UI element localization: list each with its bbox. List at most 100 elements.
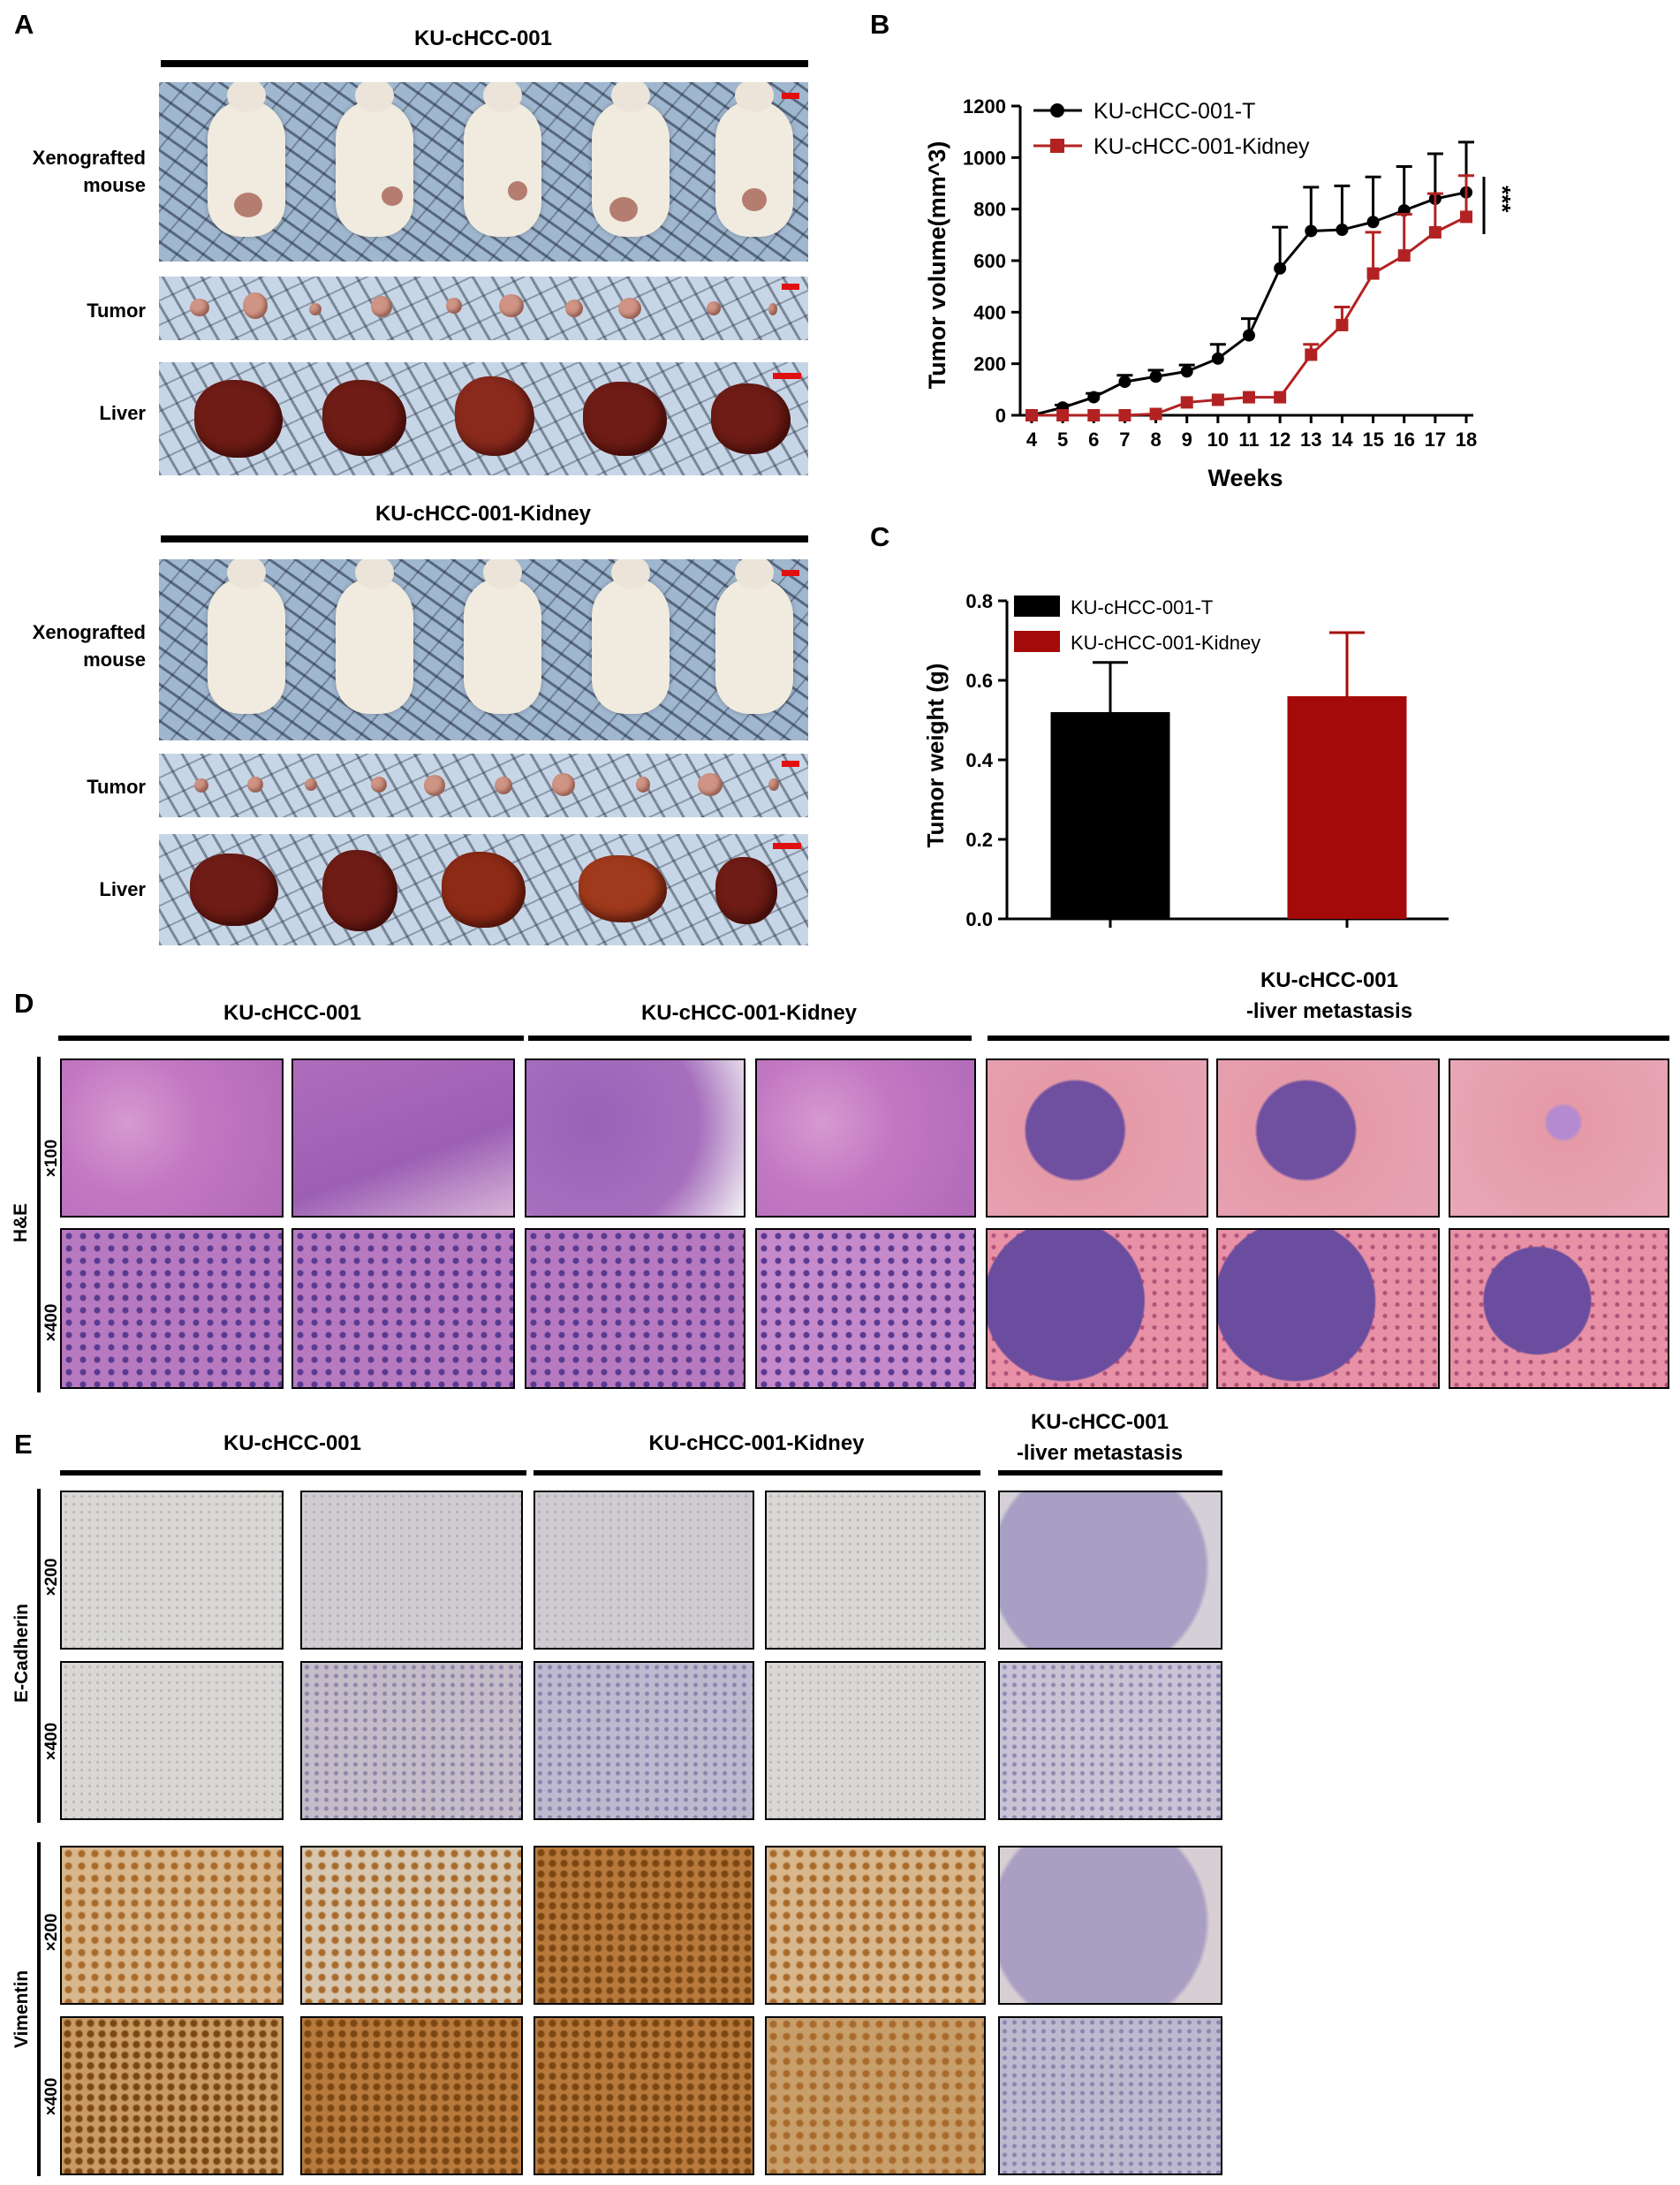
data-point xyxy=(1056,409,1070,421)
panel-a-group1-title: KU-cHCC-001 xyxy=(413,27,553,50)
ihc-image xyxy=(300,2016,523,2175)
ihc-image xyxy=(998,1661,1222,1820)
mag-label-400: ×400 xyxy=(42,2077,61,2116)
mag-label-400: ×400 xyxy=(42,1722,61,1761)
row-label-liver-2: Liver xyxy=(99,878,146,900)
panel-d-col-title-2: KU-cHCC-001-Kidney xyxy=(640,1001,858,1025)
he-image xyxy=(1216,1228,1440,1389)
he-image xyxy=(1449,1228,1669,1389)
ecadherin-stain-label: E-Cadherin xyxy=(11,1603,32,1703)
he-image xyxy=(755,1058,976,1218)
y-tick-label: 0.4 xyxy=(965,749,993,771)
x-tick-label: 4 xyxy=(1026,429,1038,451)
he-image xyxy=(60,1058,284,1218)
data-point xyxy=(1460,210,1472,224)
data-point xyxy=(1366,216,1380,229)
x-tick-label: 8 xyxy=(1150,429,1161,451)
data-point xyxy=(1336,224,1349,236)
he-stain-label: H&E xyxy=(11,1203,31,1243)
ihc-image xyxy=(300,1661,523,1820)
he-image xyxy=(291,1058,515,1218)
panel-e-bar-1 xyxy=(60,1470,526,1476)
he-image xyxy=(60,1228,284,1389)
legend-label: KU-cHCC-001-Kidney xyxy=(1071,632,1260,654)
x-tick-label: 12 xyxy=(1269,429,1290,451)
x-tick-label: 10 xyxy=(1207,429,1229,451)
data-point xyxy=(1243,391,1255,404)
panel-label-d: D xyxy=(14,988,34,1019)
data-point xyxy=(1025,409,1038,421)
row-label-tumor-2: Tumor xyxy=(87,776,146,798)
scale-bar xyxy=(782,284,799,290)
mouse-image xyxy=(715,82,793,237)
y-tick-label: 0.0 xyxy=(965,908,993,930)
ihc-image xyxy=(765,1661,986,1820)
y-tick-label: 0.6 xyxy=(965,670,993,692)
row-label-line: Xenografted xyxy=(32,147,146,169)
mouse-image xyxy=(336,559,413,714)
legend-marker xyxy=(1050,103,1064,118)
he-image xyxy=(1216,1058,1440,1218)
x-tick-label: 14 xyxy=(1331,429,1353,451)
data-point xyxy=(1180,365,1193,378)
ihc-image xyxy=(765,1491,986,1650)
he-image xyxy=(1449,1058,1669,1218)
mag-label-400: ×400 xyxy=(42,1303,61,1342)
legend-label: KU-cHCC-001-T xyxy=(1071,596,1213,618)
legend-label: KU-cHCC-001-T xyxy=(1094,99,1255,124)
y-tick-label: 0.8 xyxy=(965,590,993,612)
he-image xyxy=(986,1228,1208,1389)
data-point xyxy=(1274,391,1287,404)
panel-e-col-title-3: KU-cHCC-001 xyxy=(1030,1410,1169,1434)
row-label-xenografted-mouse-2: Xenografted mouse xyxy=(18,618,146,673)
y-axis-label: Tumor weight (g) xyxy=(922,664,949,848)
x-axis-label: Weeks xyxy=(1207,465,1283,491)
y-tick-label: 600 xyxy=(973,250,1006,272)
mag-label-200: ×200 xyxy=(42,1558,61,1597)
liver-photo-2 xyxy=(159,834,808,945)
legend-marker xyxy=(1050,139,1064,153)
tumor-photo-2 xyxy=(159,754,808,817)
xenograft-mouse-photo-2 xyxy=(159,559,808,740)
panel-e-col-title-1: KU-cHCC-001 xyxy=(223,1431,362,1455)
ihc-image xyxy=(534,1661,754,1820)
he-image xyxy=(986,1058,1208,1218)
ihc-image xyxy=(998,2016,1222,2175)
x-tick-label: 16 xyxy=(1393,429,1414,451)
ihc-image xyxy=(60,2016,284,2175)
data-point xyxy=(1149,370,1162,383)
scale-bar xyxy=(773,373,801,379)
he-bracket xyxy=(37,1057,41,1392)
data-point xyxy=(1149,407,1162,421)
legend-swatch xyxy=(1014,596,1060,617)
ihc-image xyxy=(60,1661,284,1820)
tumor-volume-line-chart: 0 200 400 600 800 1000 1200 4 5 6 7 8 9 10 11 12 13 14 15 1… xyxy=(924,95,1516,491)
ecadherin-bracket xyxy=(37,1489,41,1823)
data-point xyxy=(1336,318,1349,331)
row-label-line: mouse xyxy=(83,649,146,671)
data-point xyxy=(1274,262,1287,275)
panel-e-col-title-2: KU-cHCC-001-Kidney xyxy=(648,1431,865,1455)
ihc-image xyxy=(998,1491,1222,1650)
x-tick-label: 13 xyxy=(1300,429,1321,451)
ihc-image xyxy=(534,2016,754,2175)
mouse-image xyxy=(464,559,541,714)
panel-d-col-title-3: KU-cHCC-001 xyxy=(1260,968,1399,992)
data-point xyxy=(1397,249,1411,262)
series-line-0 xyxy=(1031,191,1467,417)
data-point xyxy=(1180,396,1193,409)
he-image xyxy=(525,1058,745,1218)
legend-swatch xyxy=(1014,631,1060,652)
mag-label-200: ×200 xyxy=(42,1913,61,1952)
y-tick-label: 800 xyxy=(973,199,1006,221)
ihc-image xyxy=(60,1491,284,1650)
row-label-tumor-1: Tumor xyxy=(87,300,146,322)
panel-label-c: C xyxy=(870,521,890,552)
y-tick-label: 0.2 xyxy=(965,829,993,851)
data-point xyxy=(1428,225,1442,239)
ihc-image xyxy=(765,1846,986,2005)
data-point xyxy=(1366,267,1380,280)
ihc-image xyxy=(60,1846,284,2005)
row-label-line: Xenografted xyxy=(32,621,146,643)
x-tick-label: 11 xyxy=(1238,429,1259,451)
